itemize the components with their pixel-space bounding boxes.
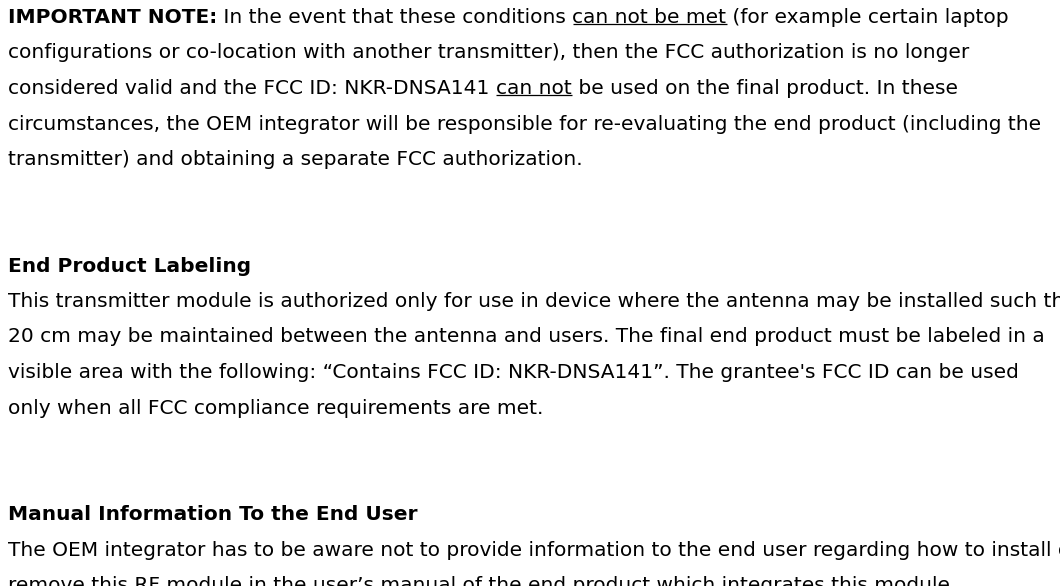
Text: 20 cm may be maintained between the antenna and users. The final end product mus: 20 cm may be maintained between the ante… xyxy=(8,328,1045,346)
Text: only when all FCC compliance requirements are met.: only when all FCC compliance requirement… xyxy=(8,398,544,417)
Text: visible area with the following: “Contains FCC ID: NKR-DNSA141”. The grantee's F: visible area with the following: “Contai… xyxy=(8,363,1019,382)
Text: In the event that these conditions: In the event that these conditions xyxy=(217,8,572,27)
Text: The OEM integrator has to be aware not to provide information to the end user re: The OEM integrator has to be aware not t… xyxy=(8,540,1060,560)
Text: can not: can not xyxy=(496,79,571,98)
Text: configurations or co-location with another transmitter), then the FCC authorizat: configurations or co-location with anoth… xyxy=(8,43,969,63)
Text: IMPORTANT NOTE:: IMPORTANT NOTE: xyxy=(8,8,217,27)
Text: circumstances, the OEM integrator will be responsible for re-evaluating the end : circumstances, the OEM integrator will b… xyxy=(8,114,1041,134)
Text: considered valid and the FCC ID: NKR-DNSA141: considered valid and the FCC ID: NKR-DNS… xyxy=(8,79,496,98)
Text: End Product Labeling: End Product Labeling xyxy=(8,257,251,275)
Text: This transmitter module is authorized only for use in device where the antenna m: This transmitter module is authorized on… xyxy=(8,292,1060,311)
Text: (for example certain laptop: (for example certain laptop xyxy=(726,8,1009,27)
Text: transmitter) and obtaining a separate FCC authorization.: transmitter) and obtaining a separate FC… xyxy=(8,150,583,169)
Text: Manual Information To the End User: Manual Information To the End User xyxy=(8,505,418,524)
Text: remove this RF module in the user’s manual of the end product which integrates t: remove this RF module in the user’s manu… xyxy=(8,576,956,586)
Text: can not be met: can not be met xyxy=(572,8,726,27)
Text: be used on the final product. In these: be used on the final product. In these xyxy=(571,79,957,98)
